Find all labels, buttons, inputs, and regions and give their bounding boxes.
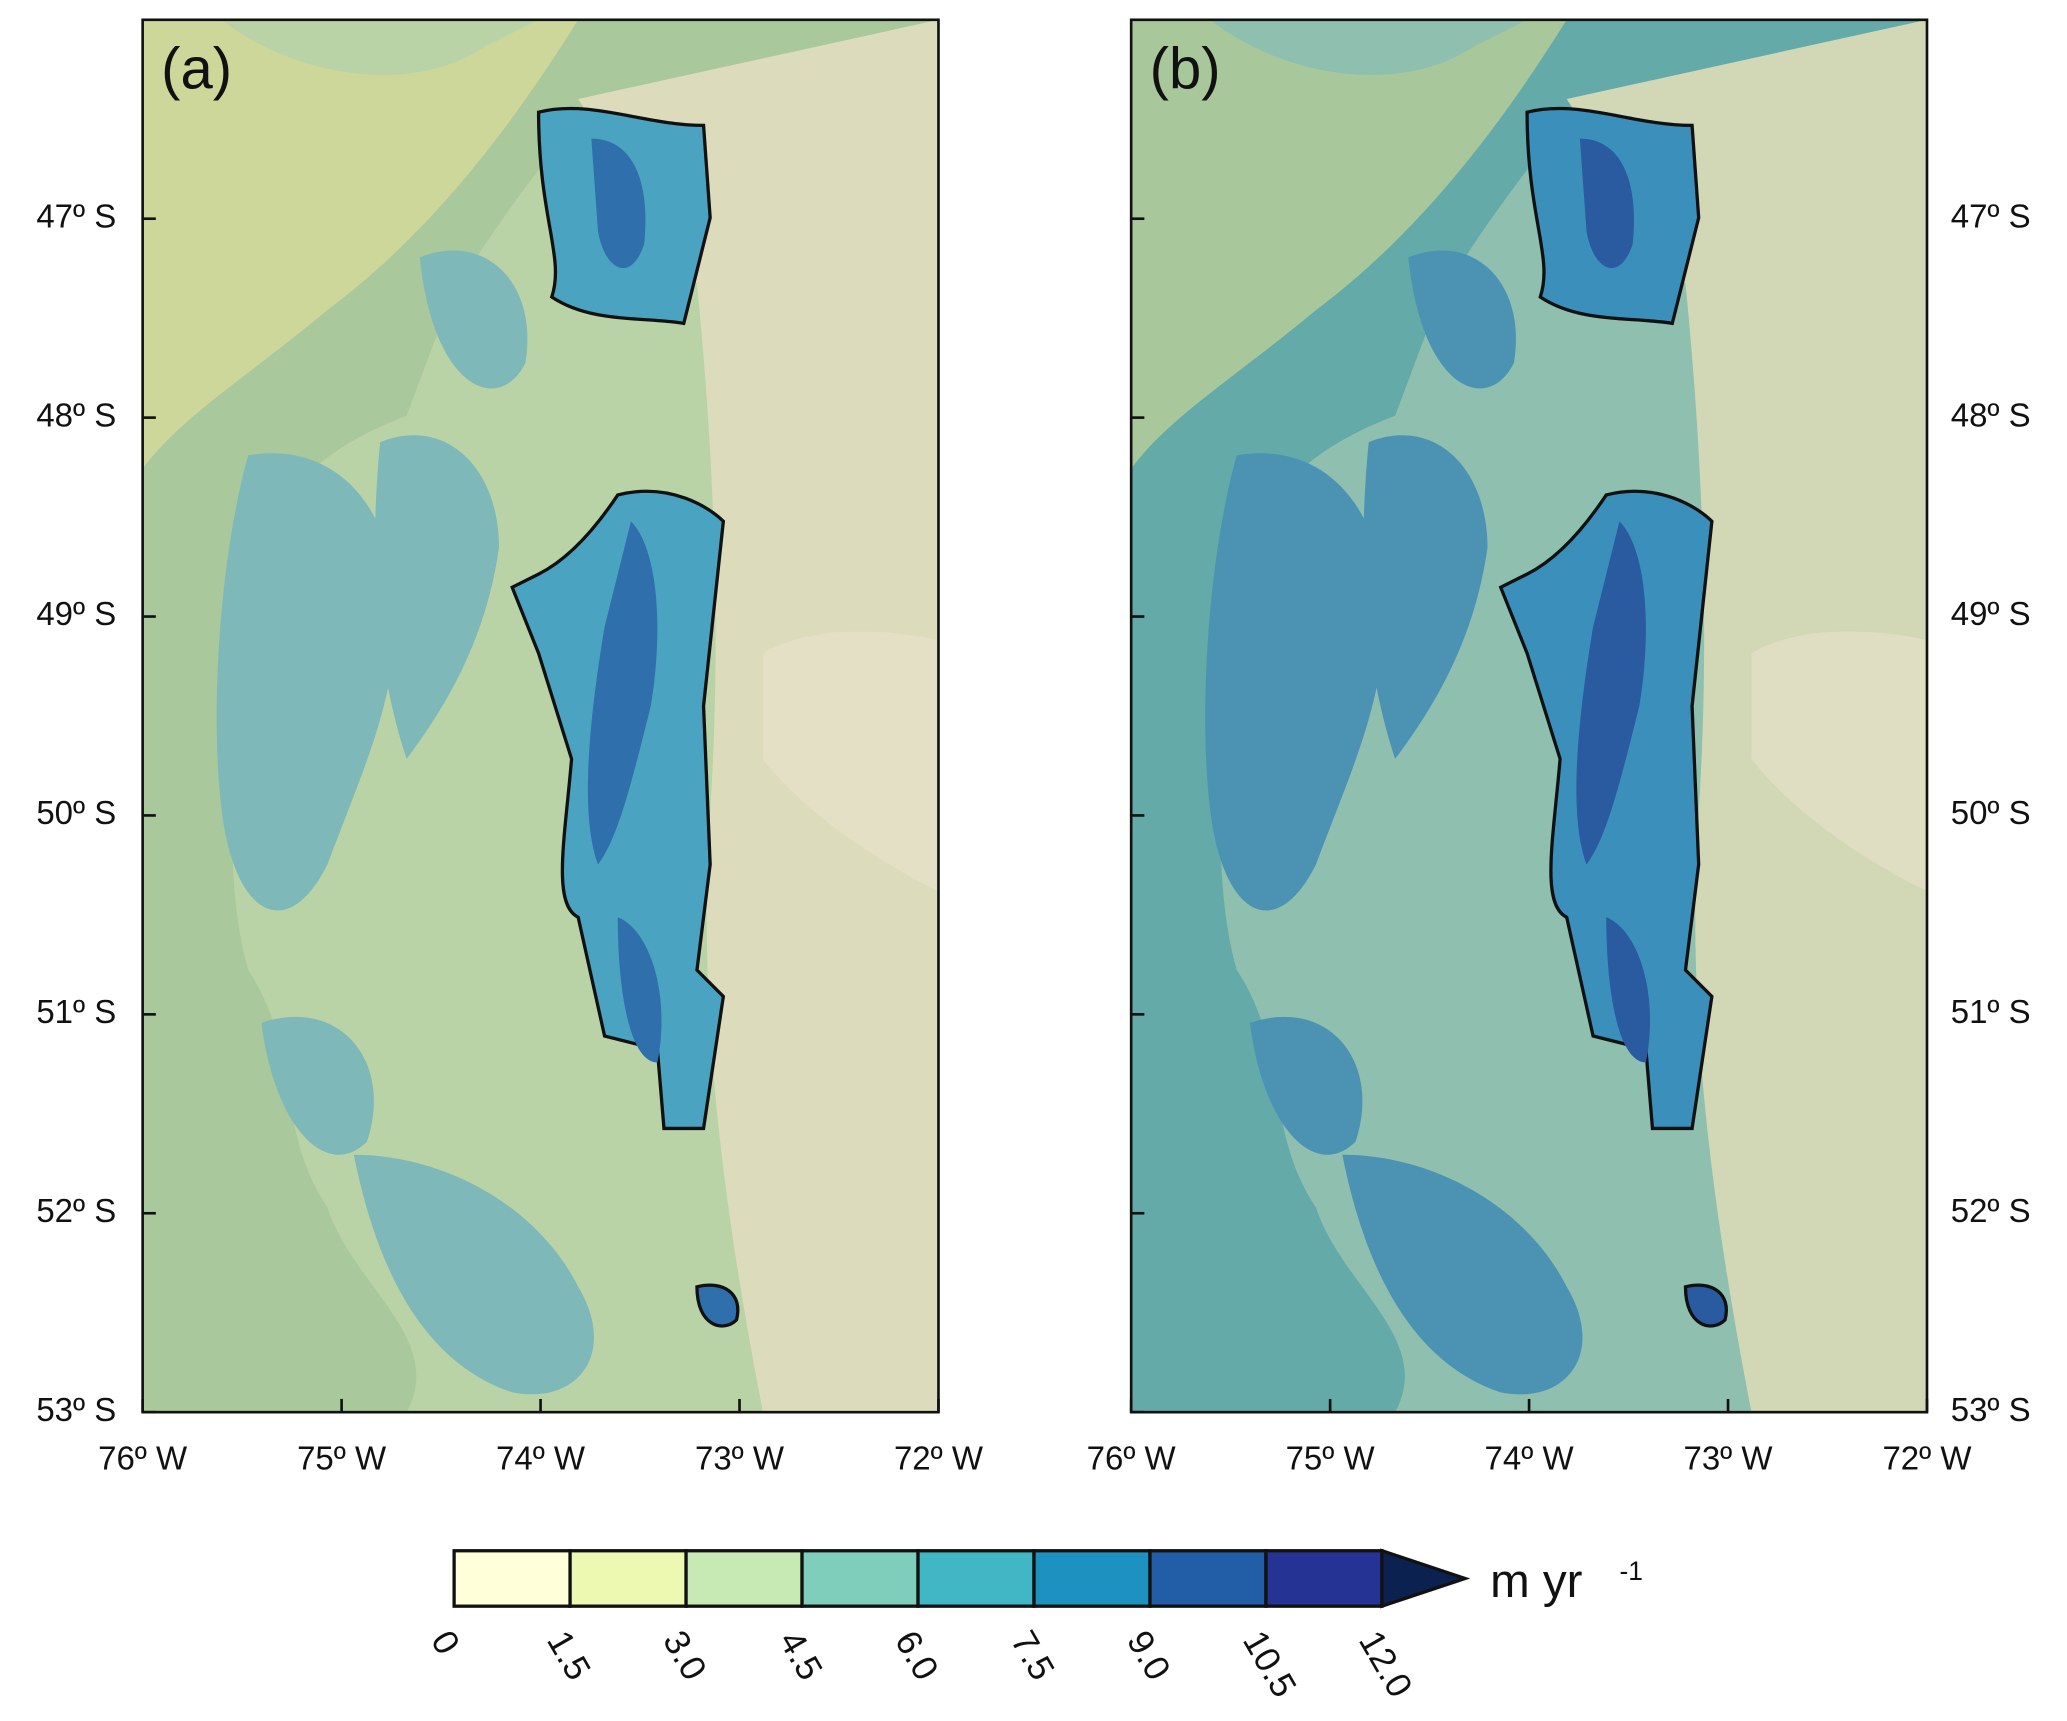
lon-tick-label: 72º W: [894, 1440, 984, 1477]
terrain: [142, 19, 939, 1413]
colorbar-tick-label: 0: [423, 1624, 468, 1661]
lat-tick-label: 51º S: [1951, 993, 2031, 1030]
colorbar-tick-label: 12.0: [1351, 1624, 1420, 1704]
colorbar-tick-label: 9.0: [1119, 1624, 1178, 1687]
lon-tick-label: 76º W: [1087, 1440, 1177, 1477]
lon-tick-label: 76º W: [98, 1440, 188, 1477]
lat-tick-label: 47º S: [1951, 197, 2031, 234]
colorbar-tick-label: 3.0: [655, 1624, 714, 1687]
colorbar-box: [1148, 1549, 1268, 1608]
panel-label: (b): [1150, 36, 1221, 101]
colorbar-box: [684, 1549, 804, 1608]
lon-tick-label: 75º W: [1286, 1440, 1376, 1477]
lat-tick-label: 53º S: [1951, 1391, 2031, 1428]
lat-tick-label: 53º S: [36, 1391, 116, 1428]
colorbar-unit: m yr: [1490, 1555, 1583, 1608]
colorbar-box: [568, 1549, 688, 1608]
terrain: [1131, 19, 1927, 1413]
map-shading: [142, 19, 939, 1413]
lon-tick-label: 73º W: [1684, 1440, 1774, 1477]
colorbar-tick-label: 10.5: [1235, 1624, 1304, 1704]
lat-tick-label: 49º S: [36, 595, 116, 632]
lat-tick-label: 51º S: [36, 993, 116, 1030]
lat-tick-label: 47º S: [36, 197, 116, 234]
lon-tick-label: 75º W: [297, 1440, 387, 1477]
lon-tick-label: 73º W: [695, 1440, 785, 1477]
lat-tick-label: 50º S: [1951, 794, 2031, 831]
colorbar-tick-label: 7.5: [1003, 1624, 1062, 1687]
map-shading: [1131, 19, 1927, 1413]
colorbar-box: [916, 1549, 1036, 1608]
lat-tick-label: 48º S: [1951, 396, 2031, 433]
panel-label: (a): [161, 36, 232, 101]
colorbar-box: [452, 1549, 572, 1608]
lat-tick-label: 52º S: [36, 1192, 116, 1229]
colorbar-extension: [1380, 1548, 1471, 1609]
colorbar-box: [1264, 1549, 1384, 1608]
lat-tick-label: 52º S: [1951, 1192, 2031, 1229]
lon-tick-label: 74º W: [496, 1440, 586, 1477]
colorbar-unit-exponent: -1: [1619, 1556, 1642, 1586]
colorbar-tick-label: 4.5: [771, 1624, 830, 1687]
lat-tick-label: 48º S: [36, 396, 116, 433]
colorbar-tick-label: 6.0: [887, 1624, 946, 1687]
lon-tick-label: 72º W: [1882, 1440, 1972, 1477]
colorbar-box: [1032, 1549, 1152, 1608]
lat-tick-label: 49º S: [1951, 595, 2031, 632]
lon-tick-label: 74º W: [1485, 1440, 1575, 1477]
lat-tick-label: 50º S: [36, 794, 116, 831]
colorbar-box: [800, 1549, 920, 1608]
colorbar-tick-label: 1.5: [539, 1624, 598, 1687]
